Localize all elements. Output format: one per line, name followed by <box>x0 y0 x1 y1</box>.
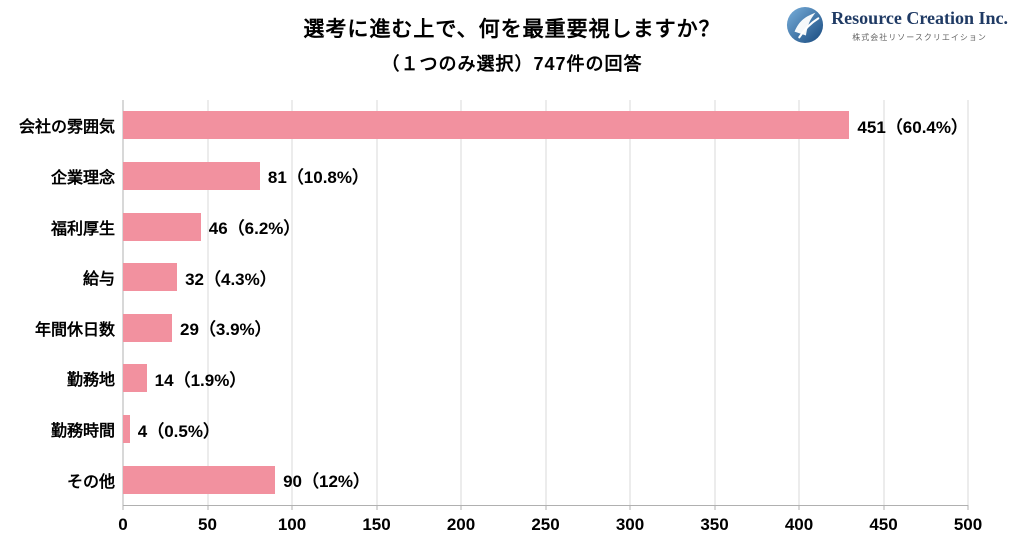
chart-title: 選考に進む上で、何を最重要視しますか？ <box>303 18 721 41</box>
bar-row: 46（6.2%） <box>123 201 968 252</box>
value-label: 46（6.2%） <box>208 219 301 239</box>
company-logo: Resource Creation Inc. 株式会社リソースクリエイション <box>786 6 1008 49</box>
x-tick-mark <box>207 505 208 510</box>
gridline <box>376 100 377 505</box>
bar-row: 81（10.8%） <box>123 151 968 202</box>
company-name-jp: 株式会社リソースクリエイション <box>852 32 987 42</box>
x-tick-label: 0 <box>118 515 128 534</box>
x-tick-label: 50 <box>198 515 217 534</box>
logo-swoosh-icon <box>786 6 824 49</box>
bar <box>123 161 260 190</box>
x-tick-mark <box>545 505 546 510</box>
x-tick-label: 400 <box>784 515 814 534</box>
bar <box>123 111 850 140</box>
category-label: その他 <box>66 473 115 491</box>
value-label: 14（1.9%） <box>154 370 247 390</box>
x-tick-label: 350 <box>700 515 729 534</box>
category-label: 福利厚生 <box>50 220 115 238</box>
bar-rows: 451（60.4%） 81（10.8%） 46（6.2%） 32（4.3%） 29（3.… <box>123 100 968 505</box>
gridline <box>629 100 631 505</box>
x-tick-mark <box>798 505 800 510</box>
x-tick-label: 450 <box>869 515 898 534</box>
x-tick-mark <box>967 505 969 510</box>
bar <box>123 465 276 494</box>
y-axis-line <box>122 100 124 505</box>
x-tick-mark <box>714 505 715 510</box>
gridline <box>545 100 546 505</box>
category-label: 給与 <box>82 271 115 289</box>
gridline <box>714 100 715 505</box>
x-tick-label: 200 <box>446 515 476 534</box>
chart-subtitle: （１つのみ選択）747件の回答 <box>381 54 643 74</box>
bar <box>123 415 130 444</box>
gridline <box>291 100 293 505</box>
category-labels: 会社の雰囲気企業理念福利厚生給与年間休日数勤務地勤務時間その他 <box>0 100 115 505</box>
value-label: 32（4.3%） <box>185 269 277 289</box>
x-tick-label: 250 <box>531 515 560 534</box>
category-label: 企業理念 <box>50 169 115 187</box>
plot-area: 451（60.4%） 81（10.8%） 46（6.2%） 32（4.3%） 29（3.… <box>19 100 982 534</box>
x-tick-label: 100 <box>277 515 307 534</box>
x-tick-mark <box>460 505 462 510</box>
value-label: 90（12%） <box>283 472 371 492</box>
category-label: 会社の雰囲気 <box>18 119 115 137</box>
gridline <box>798 100 800 505</box>
value-label: 4（0.5%） <box>137 421 220 441</box>
category-label: 勤務時間 <box>50 423 115 441</box>
company-name: Resource Creation Inc. <box>831 8 1008 28</box>
gridline <box>883 100 884 505</box>
x-tick-mark <box>122 505 124 510</box>
value-label: 29（3.9%） <box>180 320 272 340</box>
category-label: 年間休日数 <box>34 321 115 339</box>
bar-row: 14（1.9%） <box>123 353 968 404</box>
x-tick-mark <box>291 505 293 510</box>
value-label: 81（10.8%） <box>267 168 369 188</box>
gridline <box>207 100 208 505</box>
bar-row: 90（12%） <box>123 454 968 505</box>
x-tick-label: 300 <box>615 515 645 534</box>
bar <box>123 313 172 342</box>
x-tick-mark <box>376 505 377 510</box>
bar <box>123 364 147 393</box>
x-tick-mark <box>883 505 884 510</box>
gridline <box>967 100 969 505</box>
bar <box>123 263 178 292</box>
x-axis-line <box>123 505 968 506</box>
x-tick-mark <box>629 505 631 510</box>
x-tick-label: 150 <box>362 515 391 534</box>
value-label: 451（60.4%） <box>857 117 968 137</box>
bar-row: 4（0.5%） <box>123 404 968 455</box>
x-axis: 0 50 100 150 200 250 300 350 400 450 500 <box>118 505 982 545</box>
bar-row: 29（3.9%） <box>123 303 968 354</box>
bar-row: 32（4.3%） <box>123 252 968 303</box>
x-tick-label: 500 <box>953 515 983 534</box>
category-label: 勤務地 <box>66 372 115 390</box>
bar-row: 451（60.4%） <box>123 100 968 151</box>
gridline <box>460 100 462 505</box>
bar <box>123 212 201 241</box>
